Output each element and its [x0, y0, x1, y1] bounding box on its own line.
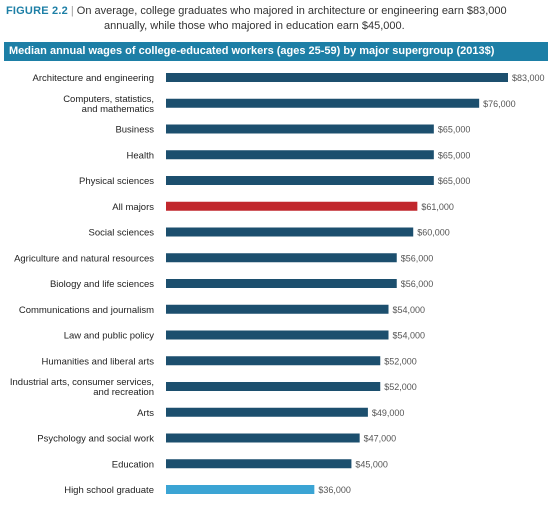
bar-industrial-arts-consumer-services-and-recreation: [166, 382, 381, 391]
value-label-communications-and-journalism: $54,000: [393, 305, 426, 315]
category-label-line: Education: [112, 459, 154, 470]
bar-communications-and-journalism: [166, 304, 389, 314]
category-label-humanities-and-liberal-arts: Humanities and liberal arts: [42, 356, 155, 367]
bar-humanities-and-liberal-arts: [166, 356, 381, 366]
value-label-industrial-arts-consumer-services-and-recreation: $52,000: [384, 382, 417, 392]
category-label-biology-and-life-sciences: Biology and life sciences: [50, 279, 154, 290]
bar-health: [166, 150, 434, 160]
category-label-law-and-public-policy: Law and public policy: [64, 331, 155, 342]
value-label-health: $65,000: [438, 150, 471, 160]
category-label-line: Architecture and engineering: [33, 73, 154, 84]
category-label-high-school-graduate: High school graduate: [64, 485, 154, 496]
bar-physical-sciences: [166, 176, 434, 185]
bar-psychology-and-social-work: [166, 433, 360, 443]
value-label-agriculture-and-natural-resources: $56,000: [401, 253, 434, 263]
category-label-communications-and-journalism: Communications and journalism: [19, 305, 154, 316]
bar-biology-and-life-sciences: [166, 279, 397, 288]
category-label-line: Computers, statistics,: [63, 94, 154, 105]
value-label-physical-sciences: $65,000: [438, 176, 471, 186]
value-label-education: $45,000: [355, 459, 388, 469]
category-label-line: and mathematics: [82, 104, 155, 115]
category-label-industrial-arts-consumer-services-and-recreation: Industrial arts, consumer services, and r…: [10, 377, 154, 398]
bar-arts: [166, 407, 368, 417]
category-label-line: Psychology and social work: [37, 434, 154, 445]
category-label-line: Agriculture and natural resources: [14, 253, 154, 264]
bar-social-sciences: [166, 227, 414, 237]
bar-architecture-and-engineering: [166, 73, 508, 82]
figure-separator: |: [70, 5, 74, 17]
category-label-physical-sciences: Physical sciences: [79, 176, 154, 187]
category-label-business: Business: [115, 125, 154, 136]
value-label-arts: $49,000: [372, 408, 405, 418]
figure-header: FIGURE 2.2 | On average, college graduates…: [6, 4, 546, 34]
category-label-line: Social sciences: [89, 228, 155, 239]
category-label-agriculture-and-natural-resources: Agriculture and natural resources: [14, 253, 154, 264]
figure-label: FIGURE 2.2: [6, 5, 68, 17]
bar-all-majors: [166, 201, 418, 211]
bar-computers-statistics-and-mathematics: [166, 98, 480, 108]
category-label-arts: Arts: [137, 408, 154, 419]
figure-subtitle-line2: annually, while those who majored in edu…: [104, 20, 405, 32]
category-label-line: and recreation: [93, 387, 154, 398]
figure-header-line1: FIGURE 2.2 | On average, college graduates…: [6, 4, 546, 19]
category-label-health: Health: [127, 150, 154, 161]
category-label-computers-statistics-and-mathematics: Computers, statistics, and mathematics: [63, 94, 154, 115]
category-label-line: Humanities and liberal arts: [42, 356, 155, 367]
bar-education: [166, 459, 352, 469]
value-label-humanities-and-liberal-arts: $52,000: [384, 356, 417, 366]
value-label-psychology-and-social-work: $47,000: [364, 434, 397, 444]
category-label-line: Industrial arts, consumer services,: [10, 377, 154, 388]
chart-title: Median annual wages of college-educated …: [4, 42, 548, 61]
category-label-line: Business: [115, 125, 154, 136]
value-label-law-and-public-policy: $54,000: [393, 331, 426, 341]
category-label-line: Physical sciences: [79, 176, 154, 187]
value-label-high-school-graduate: $36,000: [318, 485, 351, 495]
figure-subtitle-line1: On average, college graduates who majore…: [76, 5, 507, 17]
category-label-line: Communications and journalism: [19, 305, 154, 316]
value-label-architecture-and-engineering: $83,000: [512, 73, 545, 83]
value-label-biology-and-life-sciences: $56,000: [401, 279, 434, 289]
category-label-line: All majors: [112, 202, 154, 213]
bar-agriculture-and-natural-resources: [166, 253, 397, 263]
value-label-social-sciences: $60,000: [417, 228, 450, 238]
category-label-all-majors: All majors: [112, 202, 154, 213]
bar-business: [166, 124, 434, 134]
category-label-social-sciences: Social sciences: [89, 228, 155, 239]
category-label-line: Biology and life sciences: [50, 279, 154, 290]
category-label-line: Law and public policy: [64, 331, 155, 342]
category-label-line: High school graduate: [64, 485, 154, 496]
category-label-psychology-and-social-work: Psychology and social work: [37, 434, 154, 445]
category-label-education: Education: [112, 459, 154, 470]
category-label-architecture-and-engineering: Architecture and engineering: [33, 73, 154, 84]
value-label-computers-statistics-and-mathematics: $76,000: [483, 99, 516, 109]
value-label-all-majors: $61,000: [421, 202, 454, 212]
category-label-line: Health: [127, 150, 154, 161]
value-label-business: $65,000: [438, 125, 471, 135]
bar-law-and-public-policy: [166, 330, 389, 340]
bar-high-school-graduate: [166, 485, 315, 494]
category-label-line: Arts: [137, 408, 154, 419]
